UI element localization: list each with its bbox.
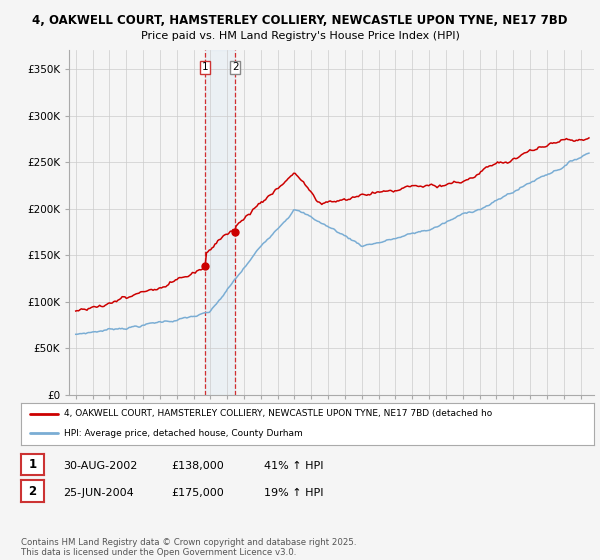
Text: 4, OAKWELL COURT, HAMSTERLEY COLLIERY, NEWCASTLE UPON TYNE, NE17 7BD (detached h: 4, OAKWELL COURT, HAMSTERLEY COLLIERY, N…: [64, 409, 492, 418]
Text: 19% ↑ HPI: 19% ↑ HPI: [264, 488, 323, 498]
Text: HPI: Average price, detached house, County Durham: HPI: Average price, detached house, Coun…: [64, 429, 303, 438]
Text: 2: 2: [28, 484, 37, 498]
Text: £138,000: £138,000: [171, 461, 224, 471]
Text: Price paid vs. HM Land Registry's House Price Index (HPI): Price paid vs. HM Land Registry's House …: [140, 31, 460, 41]
Text: Contains HM Land Registry data © Crown copyright and database right 2025.
This d: Contains HM Land Registry data © Crown c…: [21, 538, 356, 557]
Text: 25-JUN-2004: 25-JUN-2004: [63, 488, 134, 498]
Text: 30-AUG-2002: 30-AUG-2002: [63, 461, 137, 471]
Text: 1: 1: [202, 63, 208, 72]
Text: 1: 1: [28, 458, 37, 471]
Text: £175,000: £175,000: [171, 488, 224, 498]
Bar: [205, 50, 235, 395]
Text: 41% ↑ HPI: 41% ↑ HPI: [264, 461, 323, 471]
Text: 2: 2: [232, 63, 239, 72]
Text: 4, OAKWELL COURT, HAMSTERLEY COLLIERY, NEWCASTLE UPON TYNE, NE17 7BD: 4, OAKWELL COURT, HAMSTERLEY COLLIERY, N…: [32, 14, 568, 27]
